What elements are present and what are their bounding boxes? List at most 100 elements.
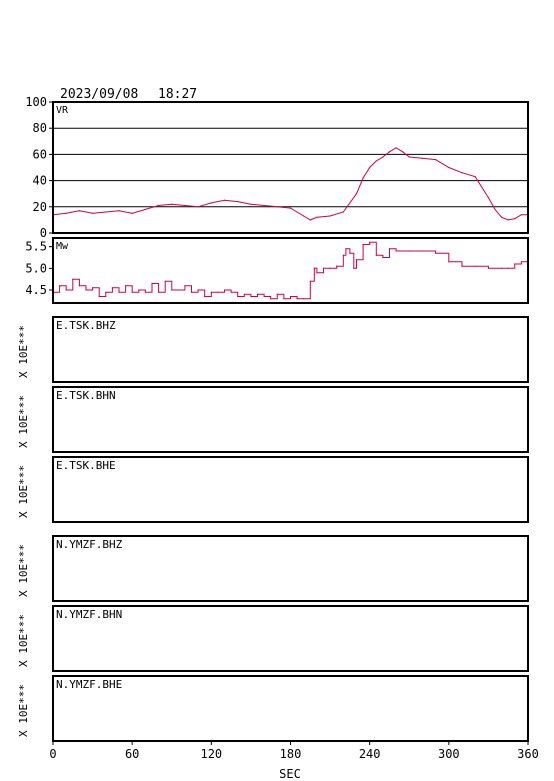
mw-data-point [151, 282, 153, 285]
mw-data-point [296, 298, 298, 300]
station-label: N.YMZF.BHE [56, 678, 122, 691]
mw-data-point [276, 293, 278, 295]
mw-data-point [329, 267, 331, 269]
mw-data-point [256, 293, 259, 295]
mw-data-point [435, 252, 437, 254]
vr-data-point [408, 156, 410, 158]
vr-series-line [52, 147, 528, 221]
mw-data-point [369, 241, 371, 243]
mw-ytick-label: 5.0 [25, 261, 47, 275]
vr-data-point [362, 177, 364, 179]
vr-ytick-label: 0 [40, 226, 47, 240]
mw-ytick-label: 4.5 [25, 283, 47, 297]
vr-panel-label: VR [56, 105, 69, 116]
station-yunit-label: X 10E*** [17, 325, 30, 378]
station-yunit-label: X 10E*** [17, 465, 30, 518]
vr-data-point [210, 202, 212, 204]
vr-data-point [461, 172, 463, 174]
station-label: E.TSK.BHN [56, 389, 116, 402]
mw-data-point [138, 289, 140, 291]
vr-data-point [289, 207, 292, 209]
mw-data-point [124, 285, 127, 287]
mw-data-point [316, 272, 318, 274]
mw-data-point [355, 259, 358, 261]
station-yunit-label: X 10E*** [17, 544, 30, 597]
vr-data-point [329, 215, 331, 217]
mw-data-point [157, 291, 160, 293]
vr-data-point [105, 211, 107, 213]
mw-data-point [388, 248, 391, 250]
mw-data-point [105, 291, 107, 293]
vr-data-point [421, 157, 424, 159]
mw-data-point [250, 295, 252, 298]
station-yunit-label: X 10E*** [17, 614, 30, 667]
vr-data-point [355, 193, 358, 195]
vr-data-point [309, 219, 311, 221]
mw-data-point [353, 267, 355, 269]
mw-data-point [171, 289, 173, 291]
station-label: N.YMZF.BHN [56, 608, 122, 621]
mw-data-point [309, 280, 311, 282]
station-label: E.TSK.BHE [56, 459, 116, 472]
mw-data-point [91, 287, 94, 289]
vr-data-point [316, 216, 318, 218]
vr-data-point [237, 200, 239, 203]
vr-data-point [276, 206, 278, 208]
mw-data-point [243, 293, 245, 295]
vr-panel [49, 101, 529, 234]
mw-data-point [303, 298, 305, 300]
vr-data-point [91, 212, 94, 214]
mw-data-point [448, 261, 450, 263]
station-panel-frame [52, 605, 529, 672]
header-time: 18:27 [158, 87, 197, 102]
mw-data-point [58, 285, 61, 287]
header-date: 2023/09/08 [60, 87, 138, 102]
mw-data-point [131, 291, 133, 293]
vr-data-point [448, 166, 450, 169]
x-tick-label: 60 [125, 747, 139, 761]
station-yunit-label: X 10E*** [17, 395, 30, 448]
vr-ytick-label: 40 [33, 174, 47, 188]
vr-ytick-label: 100 [25, 95, 47, 109]
mw-data-point [85, 289, 87, 291]
mw-data-point [237, 295, 239, 298]
station-label: N.YMZF.BHZ [56, 538, 123, 551]
mw-data-point [164, 280, 166, 282]
vr-ytick-label: 20 [33, 200, 47, 214]
station-panel-frame [52, 675, 529, 742]
vr-data-point [520, 214, 523, 216]
mw-data-point [336, 265, 338, 267]
vr-data-point [375, 160, 377, 162]
mw-data-point [184, 285, 186, 287]
vr-data-point [435, 159, 437, 161]
mw-data-point [270, 298, 272, 300]
mw-frame [52, 237, 529, 304]
mw-data-point [313, 267, 315, 269]
station-yunit-label: X 10E*** [17, 684, 30, 737]
mw-data-point [204, 295, 206, 298]
x-tick-label: 180 [280, 747, 302, 761]
vr-data-point [263, 204, 265, 207]
mw-data-point [197, 289, 199, 291]
mw-data-point [118, 291, 120, 293]
mw-data-point [223, 289, 226, 291]
vr-data-point [402, 151, 404, 153]
vr-data-point [197, 206, 199, 208]
mw-data-point [144, 291, 146, 293]
x-tick-label: 120 [200, 747, 222, 761]
mw-data-point [177, 289, 179, 291]
mw-data-point [111, 287, 113, 289]
mw-data-point [382, 256, 384, 259]
mw-data-point [230, 291, 232, 293]
vr-data-point [78, 210, 80, 212]
mw-panel [49, 237, 529, 304]
mw-data-point [520, 261, 523, 263]
mw-data-point [345, 248, 347, 250]
vr-data-point [223, 199, 226, 201]
vr-data-point [514, 217, 516, 220]
station-panel-frame [52, 456, 529, 523]
vr-data-point [171, 203, 173, 205]
mw-data-point [210, 291, 212, 293]
mw-series-line [53, 241, 528, 300]
